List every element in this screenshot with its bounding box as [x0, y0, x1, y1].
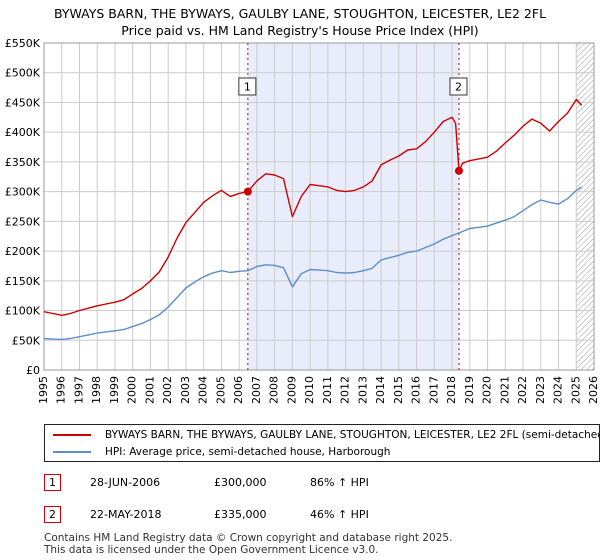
legend-item-property: BYWAYS BARN, THE BYWAYS, GAULBY LANE, ST…: [53, 427, 600, 443]
sale-marker-1: 1: [44, 474, 61, 491]
y-tick-label: £450K: [5, 96, 41, 109]
x-tick-label: 2002: [161, 376, 174, 404]
sale-label-2: 2: [455, 81, 462, 94]
x-tick-label: 2021: [498, 376, 511, 404]
x-tick-label: 2022: [516, 376, 529, 404]
x-tick-label: 2024: [552, 376, 565, 404]
sale-label-1: 1: [244, 81, 251, 94]
x-tick-label: 2012: [339, 376, 352, 404]
property-price-line: [43, 98, 583, 316]
sale-label-box-1: [238, 77, 257, 96]
legend-swatch-hpi: [53, 451, 91, 453]
sale-hpi-2: 46% ↑ HPI: [310, 508, 369, 521]
x-tick-label: 1997: [72, 376, 85, 404]
x-tick-label: 2006: [232, 376, 245, 404]
x-tick-label: 2017: [427, 376, 440, 404]
y-tick-label: £200K: [5, 245, 41, 258]
sale-hpi-1: 86% ↑ HPI: [310, 476, 369, 489]
legend: BYWAYS BARN, THE BYWAYS, GAULBY LANE, ST…: [44, 424, 600, 462]
footer-copyright: Contains HM Land Registry data © Crown c…: [44, 532, 453, 544]
x-tick-label: 2003: [179, 376, 192, 404]
sale-price-2: £335,000: [214, 508, 267, 521]
y-tick-label: £400K: [5, 126, 41, 139]
x-tick-label: 2010: [303, 376, 316, 404]
shaded-range: [247, 43, 459, 370]
x-tick-label: 2008: [268, 376, 281, 404]
hatched-region: [576, 43, 594, 370]
x-tick-label: 2007: [250, 376, 263, 404]
sale-label-box-2: [449, 77, 468, 96]
y-tick-label: £100K: [5, 305, 41, 318]
x-tick-label: 2025: [569, 376, 582, 404]
legend-item-hpi: HPI: Average price, semi-detached house,…: [53, 444, 390, 460]
price-chart: £0 £50K £100K £150K £200K £250K £300K £350K £400…: [5, 37, 600, 404]
x-tick-label: 2026: [587, 376, 600, 404]
legend-swatch-property: [53, 434, 91, 436]
x-tick-label: 2015: [392, 376, 405, 404]
x-tick-label: 2001: [143, 376, 156, 404]
y-tick-label: £250K: [5, 215, 41, 228]
x-tick-label: 1999: [108, 376, 121, 404]
chart-title-line1: BYWAYS BARN, THE BYWAYS, GAULBY LANE, ST…: [53, 6, 547, 21]
hpi-line: [43, 186, 582, 341]
x-tick-label: 2004: [197, 376, 210, 404]
x-tick-label: 2011: [321, 376, 334, 404]
sale-date-1: 28-JUN-2006: [90, 476, 161, 489]
sale-point-2: [454, 166, 463, 175]
sale-price-1: £300,000: [214, 476, 267, 489]
x-tick-label: 2018: [445, 376, 458, 404]
x-tick-label: 2000: [126, 376, 139, 404]
y-tick-label: £550K: [5, 37, 41, 50]
x-tick-label: 2014: [374, 376, 387, 404]
y-tick-label: £500K: [5, 67, 41, 80]
x-tick-label: 2009: [285, 376, 298, 404]
y-tick-label: £150K: [5, 275, 41, 288]
x-tick-label: 1998: [90, 376, 103, 404]
x-tick-label: 2013: [356, 376, 369, 404]
y-tick-label: £300K: [5, 186, 41, 199]
sale-point-1: [243, 187, 252, 196]
sale-date-2: 22-MAY-2018: [90, 508, 162, 521]
x-tick-label: 2005: [214, 376, 227, 404]
chart-title-line2: Price paid vs. HM Land Registry's House …: [121, 23, 479, 38]
x-tick-label: 2023: [534, 376, 547, 404]
x-tick-label: 2016: [410, 376, 423, 404]
x-tick-label: 1995: [37, 376, 50, 404]
x-tick-label: 2019: [463, 376, 476, 404]
x-tick-label: 2020: [481, 376, 494, 404]
y-tick-label: £50K: [12, 334, 41, 347]
footer-licence: This data is licensed under the Open Gov…: [44, 544, 379, 556]
sale-marker-2: 2: [44, 506, 61, 523]
legend-label-hpi: HPI: Average price, semi-detached house,…: [105, 446, 391, 458]
y-tick-label: £0: [26, 364, 40, 377]
legend-label-property: BYWAYS BARN, THE BYWAYS, GAULBY LANE, ST…: [105, 429, 600, 441]
x-tick-label: 1996: [55, 376, 68, 404]
y-tick-label: £350K: [5, 156, 41, 169]
plot-frame: [43, 42, 595, 371]
